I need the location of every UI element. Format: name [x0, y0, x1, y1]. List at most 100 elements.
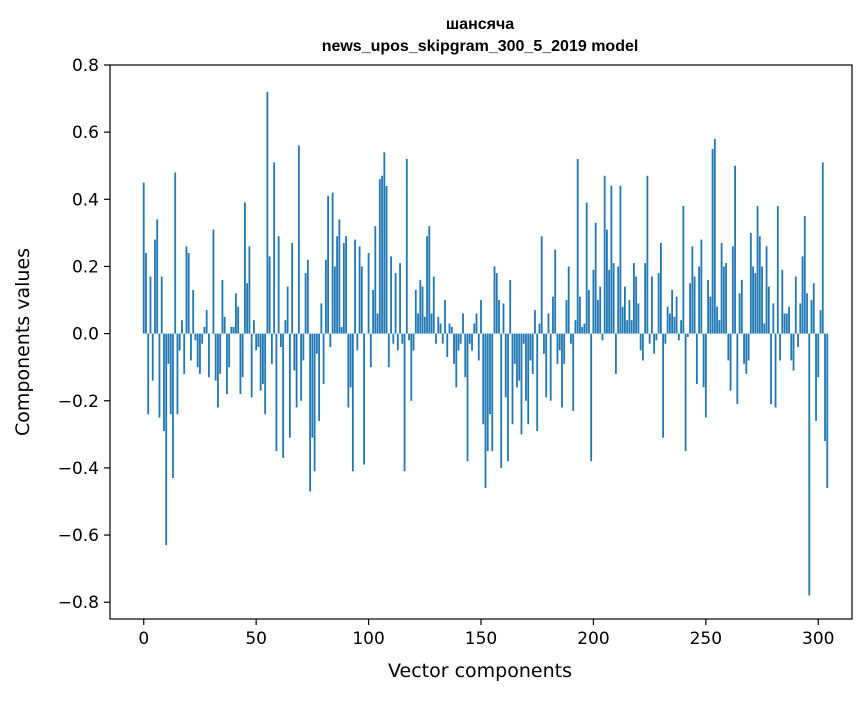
bar-254 [714, 139, 716, 334]
bar-26 [201, 334, 203, 344]
bar-264 [736, 334, 738, 405]
y-tick-label-8: 0.8 [72, 56, 99, 76]
bar-296 [808, 334, 810, 596]
bar-199 [590, 334, 592, 462]
bar-164 [512, 334, 514, 425]
bar-216 [629, 300, 631, 334]
bar-151 [482, 334, 484, 425]
bar-277 [766, 246, 768, 333]
bar-144 [467, 334, 469, 462]
bar-181 [550, 334, 552, 401]
bar-156 [494, 266, 496, 333]
bar-96 [359, 246, 361, 333]
x-tick-label-150: 150 [465, 629, 497, 649]
bar-47 [249, 246, 251, 333]
bar-259 [725, 263, 727, 334]
bar-271 [752, 266, 754, 333]
bar-31 [213, 230, 215, 334]
bar-109 [388, 334, 390, 368]
bar-77 [316, 334, 318, 354]
bar-73 [307, 260, 309, 334]
bar-118 [408, 334, 410, 341]
bar-67 [293, 334, 295, 371]
bar-65 [289, 334, 291, 438]
bar-278 [768, 287, 770, 334]
bar-162 [507, 334, 509, 462]
y-tick-label-4: 0.0 [72, 325, 99, 345]
bar-21 [190, 334, 192, 361]
bar-215 [626, 320, 628, 333]
bar-247 [698, 266, 700, 333]
bar-202 [597, 300, 599, 334]
bar-183 [554, 250, 556, 334]
bar-20 [188, 253, 190, 334]
bar-143 [464, 334, 466, 378]
bar-93 [352, 334, 354, 472]
bar-292 [799, 303, 801, 333]
bar-206 [606, 230, 608, 334]
bar-66 [291, 243, 293, 334]
bar-245 [694, 277, 696, 334]
bar-27 [204, 327, 206, 334]
bar-268 [745, 334, 747, 374]
bar-149 [478, 334, 480, 361]
x-tick-label-50: 50 [245, 629, 267, 649]
bar-180 [548, 313, 550, 333]
bar-159 [500, 334, 502, 468]
bar-263 [734, 166, 736, 334]
bar-138 [453, 334, 455, 364]
bar-225 [649, 334, 651, 344]
bar-148 [476, 313, 478, 333]
bar-228 [655, 334, 657, 341]
bar-60 [278, 236, 280, 333]
bar-126 [426, 236, 428, 333]
bar-141 [460, 334, 462, 344]
bar-100 [368, 253, 370, 334]
y-tick-label-0: −0.8 [58, 593, 99, 613]
bar-177 [541, 236, 543, 333]
bar-267 [743, 334, 745, 364]
bar-289 [793, 334, 795, 371]
bar-224 [646, 176, 648, 334]
bar-283 [779, 334, 781, 361]
bar-157 [496, 273, 498, 333]
bar-238 [678, 334, 680, 341]
bar-303 [824, 334, 826, 441]
bar-260 [727, 334, 729, 361]
bar-222 [642, 334, 644, 361]
bar-98 [363, 334, 365, 465]
bar-249 [703, 334, 705, 388]
bar-185 [559, 334, 561, 351]
bar-114 [399, 263, 401, 334]
bar-213 [622, 307, 624, 334]
bar-187 [563, 334, 565, 364]
bar-195 [581, 327, 583, 334]
bar-43 [240, 334, 242, 394]
bar-227 [653, 334, 655, 354]
bar-139 [455, 334, 457, 388]
chart-title-line2: news_upos_skipgram_300_5_2019 model [322, 38, 639, 55]
bar-184 [557, 334, 559, 364]
bar-104 [377, 313, 379, 333]
bar-103 [374, 226, 376, 333]
bar-124 [422, 287, 424, 334]
bar-208 [611, 186, 613, 334]
bar-175 [536, 334, 538, 431]
bar-84 [332, 193, 334, 334]
bar-41 [235, 293, 237, 333]
bar-223 [644, 263, 646, 334]
bar-167 [518, 334, 520, 381]
bar-132 [440, 324, 442, 334]
bar-136 [449, 324, 451, 334]
bar-163 [509, 280, 511, 334]
bar-300 [817, 334, 819, 378]
bar-212 [620, 186, 622, 334]
chart-title-line1: шансяча [446, 16, 514, 33]
bar-110 [390, 256, 392, 333]
bar-153 [487, 334, 489, 452]
bar-108 [386, 186, 388, 334]
bar-134 [444, 300, 446, 334]
bar-22 [192, 290, 194, 334]
bar-116 [404, 334, 406, 472]
